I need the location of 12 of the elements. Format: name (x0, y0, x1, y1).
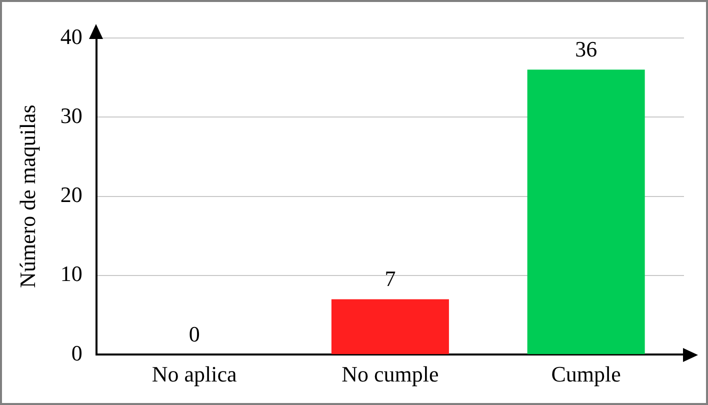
y-tick-label: 40 (60, 24, 82, 49)
data-label: 0 (188, 321, 200, 346)
y-tick-label: 10 (60, 261, 82, 286)
y-tick-label: 20 (60, 182, 82, 208)
x-tick-label: Cumple (551, 362, 621, 387)
y-axis-title: Número de maquilas (14, 104, 40, 288)
data-label: 36 (575, 36, 598, 62)
y-tick-label: 0 (71, 340, 82, 366)
y-tick-label: 30 (60, 102, 82, 128)
x-tick-label: No cumple (342, 362, 439, 387)
x-tick-label: No aplica (152, 362, 238, 387)
data-label: 7 (384, 266, 396, 291)
